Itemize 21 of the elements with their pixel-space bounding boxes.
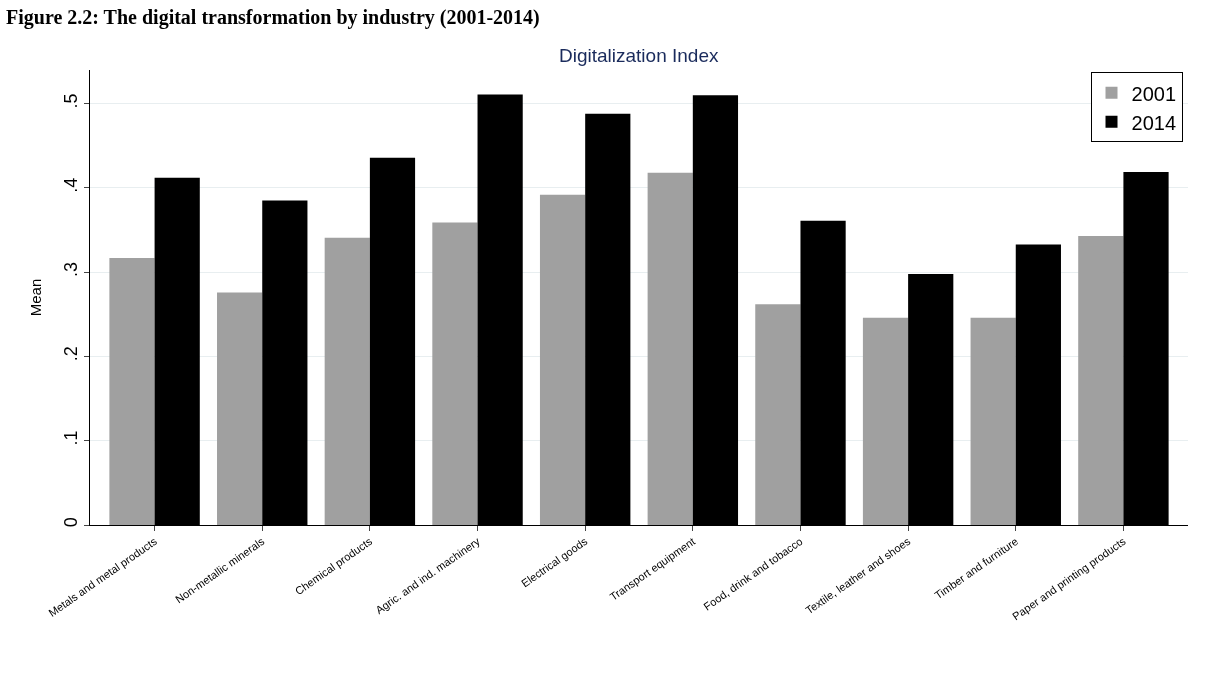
- bar: [1078, 235, 1124, 525]
- bar: [217, 292, 263, 525]
- y-tick-label: .5: [60, 93, 81, 109]
- bar: [539, 194, 586, 525]
- bar: [755, 304, 801, 525]
- y-tick-label: .1: [60, 430, 81, 446]
- y-tick-label: .2: [60, 346, 81, 362]
- y-axis-title: Mean: [27, 278, 45, 317]
- y-tick-label: .3: [60, 262, 81, 278]
- bar: [862, 317, 909, 525]
- bar: [109, 257, 155, 525]
- y-tick-label: .4: [60, 177, 81, 193]
- legend-label: 2014: [1131, 111, 1177, 134]
- chart-subtitle: Digitalization Index: [559, 45, 719, 66]
- bar: [647, 172, 693, 525]
- legend-label: 2001: [1131, 82, 1177, 105]
- bar: [432, 222, 478, 525]
- y-tick-label: 0: [60, 517, 81, 528]
- bar: [324, 237, 370, 525]
- bar: [970, 317, 1016, 525]
- chart-title: Figure 2.2: The digital transformation by industry (2001-2014): [6, 6, 540, 30]
